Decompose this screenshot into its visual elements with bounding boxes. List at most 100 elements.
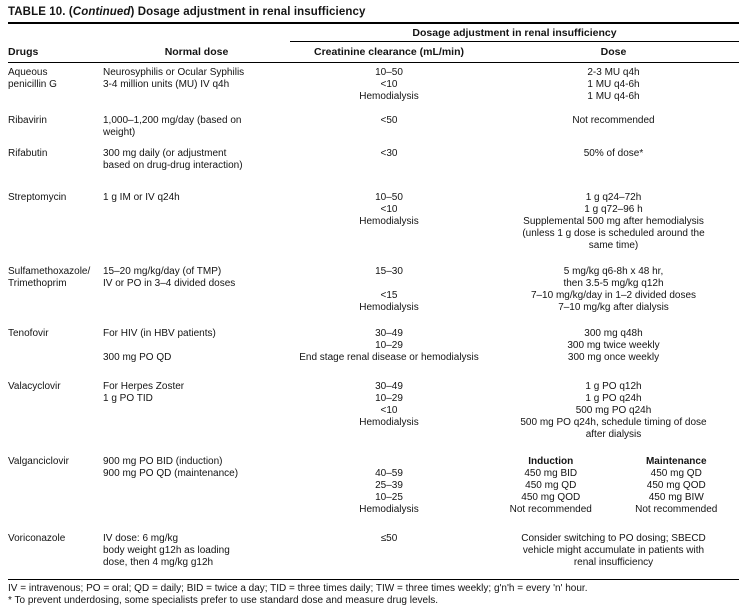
dose-cell: 1 g q24–72h 1 g q72–96 h Supplemental 50… <box>488 192 739 252</box>
spanner-header-row: Dosage adjustment in renal insufficiency <box>8 27 739 42</box>
dose-value: renal insufficiency <box>573 557 654 568</box>
dose-cell: 300 mg q48h 300 mg twice weekly 300 mg o… <box>488 328 739 364</box>
footnote-abbreviations: IV = intravenous; PO = oral; QD = daily;… <box>8 583 588 594</box>
dose-value: 1 g PO q24h <box>585 393 642 404</box>
drug-cell: Valganciclovir <box>8 456 103 516</box>
drug-cell: Voriconazole <box>8 533 103 569</box>
dose-subcolumn-maintenance: Maintenance 450 mg QD 450 mg QOD 450 mg … <box>614 456 740 516</box>
spanner-header: Dosage adjustment in renal insufficiency <box>290 27 739 42</box>
crcl-value: 10–25 <box>375 492 403 503</box>
drug-name-line: Streptomycin <box>8 192 67 203</box>
dose-cell: Consider switching to PO dosing; SBECD v… <box>488 533 739 569</box>
crcl-value: <15 <box>380 290 398 301</box>
dose-value: Not recommended <box>572 115 655 126</box>
dose-subcolumn-induction: Induction 450 mg BID 450 mg QD 450 mg QO… <box>488 456 614 516</box>
normal-dose-line: 300 mg PO QD <box>103 352 172 363</box>
creatinine-clearance-cell: <30 <box>290 148 488 172</box>
normal-dose-cell: 900 mg PO BID (induction) 900 mg PO QD (… <box>103 456 290 516</box>
normal-dose-line: 1,000–1,200 mg/day (based on <box>103 115 242 126</box>
drug-name-line: Voriconazole <box>8 533 66 544</box>
creatinine-clearance-cell: ≤50 <box>290 533 488 569</box>
normal-dose-line: IV or PO in 3–4 divided doses <box>103 278 236 289</box>
creatinine-clearance-cell: 10–50 <10 Hemodialysis <box>290 192 488 252</box>
drug-name-line: Valacyclovir <box>8 381 61 392</box>
dose-value: same time) <box>588 240 639 251</box>
dose-value: then 3.5-5 mg/kg q12h <box>563 278 664 289</box>
table-title: TABLE 10. (Continued) Dosage adjustment … <box>8 6 739 24</box>
creatinine-clearance-cell: 15–30 <15 Hemodialysis <box>290 266 488 314</box>
normal-dose-cell: 1 g IM or IV q24h <box>103 192 290 252</box>
dose-cell: 5 mg/kg q6-8h x 48 hr, then 3.5-5 mg/kg … <box>488 266 739 314</box>
crcl-value: 15–30 <box>375 266 403 277</box>
normal-dose-line: 1 g PO TID <box>103 393 153 404</box>
normal-dose-line: weight) <box>103 127 136 138</box>
normal-dose-line: For HIV (in HBV patients) <box>103 328 216 339</box>
dose-value: 500 mg PO q24h, schedule timing of dose <box>520 417 707 428</box>
drug-cell: Aqueous penicillin G <box>8 67 103 103</box>
drug-cell: Streptomycin <box>8 192 103 252</box>
column-header-normal-dose: Normal dose <box>164 46 229 58</box>
crcl-value: 25–39 <box>375 480 403 491</box>
dose-value: 450 mg QD <box>525 480 577 491</box>
drug-cell: Rifabutin <box>8 148 103 172</box>
dose-value: Consider switching to PO dosing; SBECD <box>521 533 706 544</box>
dose-value: 450 mg QOD <box>521 492 581 503</box>
drug-name-line: Sulfamethoxazole/ <box>8 266 91 277</box>
table-footnotes: IV = intravenous; PO = oral; QD = daily;… <box>8 579 739 607</box>
crcl-value: <50 <box>380 115 398 126</box>
normal-dose-line: based on drug-drug interaction) <box>103 160 243 171</box>
normal-dose-line: 15–20 mg/kg/day (of TMP) <box>103 266 222 277</box>
dose-cell: 50% of dose* <box>488 148 739 172</box>
drug-name-line: Rifabutin <box>8 148 48 159</box>
table-row-valacyclovir: Valacyclovir For Herpes Zoster 1 g PO TI… <box>8 381 739 441</box>
footnote-asterisk: * To prevent underdosing, some specialis… <box>8 595 439 606</box>
column-header-dose: Dose <box>600 46 627 58</box>
dose-value: 450 mg BID <box>524 468 578 479</box>
normal-dose-cell: Neurosyphilis or Ocular Syphilis 3-4 mil… <box>103 67 290 103</box>
crcl-value: Hemodialysis <box>359 302 419 313</box>
drug-cell: Sulfamethoxazole/ Trimethoprim <box>8 266 103 314</box>
crcl-value: 10–50 <box>375 67 403 78</box>
drug-cell: Tenofovir <box>8 328 103 364</box>
normal-dose-line: body weight g12h as loading <box>103 545 230 556</box>
normal-dose-line: 900 mg PO BID (induction) <box>103 456 223 467</box>
dose-value: 450 mg QD <box>650 468 702 479</box>
normal-dose-line: 3-4 million units (MU) IV q4h <box>103 79 230 90</box>
normal-dose-line <box>103 340 290 352</box>
crcl-value: ≤50 <box>380 533 398 544</box>
creatinine-clearance-cell: 40–59 25–39 10–25 Hemodialysis <box>290 456 488 516</box>
crcl-value: Hemodialysis <box>359 216 419 227</box>
table-title-prefix: TABLE 10. ( <box>8 6 73 18</box>
dose-value: 7–10 mg/kg after dialysis <box>558 302 669 313</box>
dose-value: 450 mg BIW <box>648 492 704 503</box>
dose-value: 1 MU q4-6h <box>587 91 640 102</box>
dose-subheader-induction: Induction <box>528 456 574 467</box>
dose-value: Not recommended <box>509 504 592 515</box>
dose-value: after dialysis <box>585 429 642 440</box>
creatinine-clearance-cell: 10–50 <10 Hemodialysis <box>290 67 488 103</box>
normal-dose-line: 1 g IM or IV q24h <box>103 192 180 203</box>
dose-value: Supplemental 500 mg after hemodialysis <box>523 216 704 227</box>
dose-value: 1 g q72–96 h <box>584 204 643 215</box>
drug-name-line: Aqueous <box>8 67 48 78</box>
drug-name-line: Ribavirin <box>8 115 47 126</box>
normal-dose-line: Neurosyphilis or Ocular Syphilis <box>103 67 245 78</box>
drug-name-line: penicillin G <box>8 79 57 90</box>
drug-name-line: Valganciclovir <box>8 456 69 467</box>
drug-name-line: Trimethoprim <box>8 278 67 289</box>
creatinine-clearance-cell: 30–49 10–29 <10 Hemodialysis <box>290 381 488 441</box>
dose-value: 7–10 mg/kg/day in 1–2 divided doses <box>530 290 697 301</box>
crcl-value: 30–49 <box>375 381 403 392</box>
normal-dose-line: For Herpes Zoster <box>103 381 185 392</box>
dose-value: 300 mg once weekly <box>567 352 660 363</box>
dose-value: 500 mg PO q24h <box>575 405 652 416</box>
crcl-value: 10–29 <box>375 340 403 351</box>
normal-dose-line: IV dose: 6 mg/kg <box>103 533 179 544</box>
drug-cell: Ribavirin <box>8 115 103 139</box>
crcl-value <box>290 456 488 468</box>
column-header-row: Drugs Normal dose Creatinine clearance (… <box>8 42 739 63</box>
dose-subheader-maintenance: Maintenance <box>645 456 707 467</box>
crcl-value <box>290 278 488 290</box>
crcl-value: <10 <box>380 79 398 90</box>
